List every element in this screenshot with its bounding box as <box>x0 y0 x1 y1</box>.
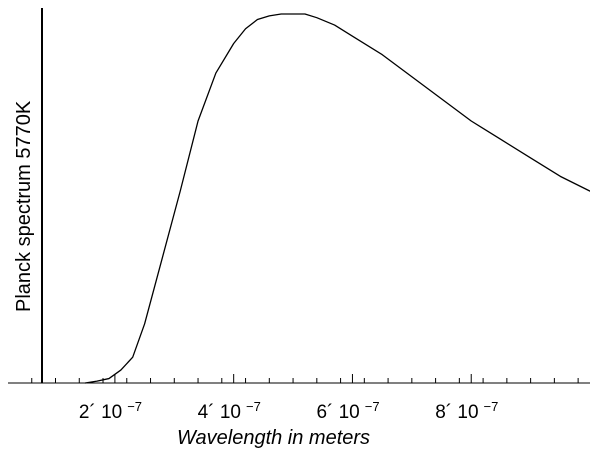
x-tick-exponent: −7 <box>246 399 261 414</box>
x-axis-title: Wavelength in meters <box>177 427 370 449</box>
x-tick-mantissa: 2´ 10 <box>79 402 122 423</box>
x-tick-exponent: −7 <box>484 399 499 414</box>
x-tick-mantissa: 6´ 10 <box>316 402 359 423</box>
y-axis-title: Planck spectrum 5770K <box>13 100 35 312</box>
x-tick-label: 2´ 10 −7 <box>79 399 142 423</box>
x-tick-label: 8´ 10 −7 <box>435 399 498 423</box>
x-tick-label: 4´ 10 −7 <box>198 399 261 423</box>
series-layer <box>84 13 590 384</box>
planck-curve <box>84 13 590 384</box>
x-tick-mantissa: 4´ 10 <box>198 402 241 423</box>
x-ticks: 2´ 10 −7 4´ 10 −7 6´ 10 −7 8´ 10 −7 <box>31 374 579 423</box>
x-tick-exponent: −7 <box>365 399 380 414</box>
x-tick-mantissa: 8´ 10 <box>435 402 478 423</box>
axes <box>8 8 590 384</box>
x-tick-exponent: −7 <box>127 399 142 414</box>
x-tick-label: 6´ 10 −7 <box>316 399 379 423</box>
